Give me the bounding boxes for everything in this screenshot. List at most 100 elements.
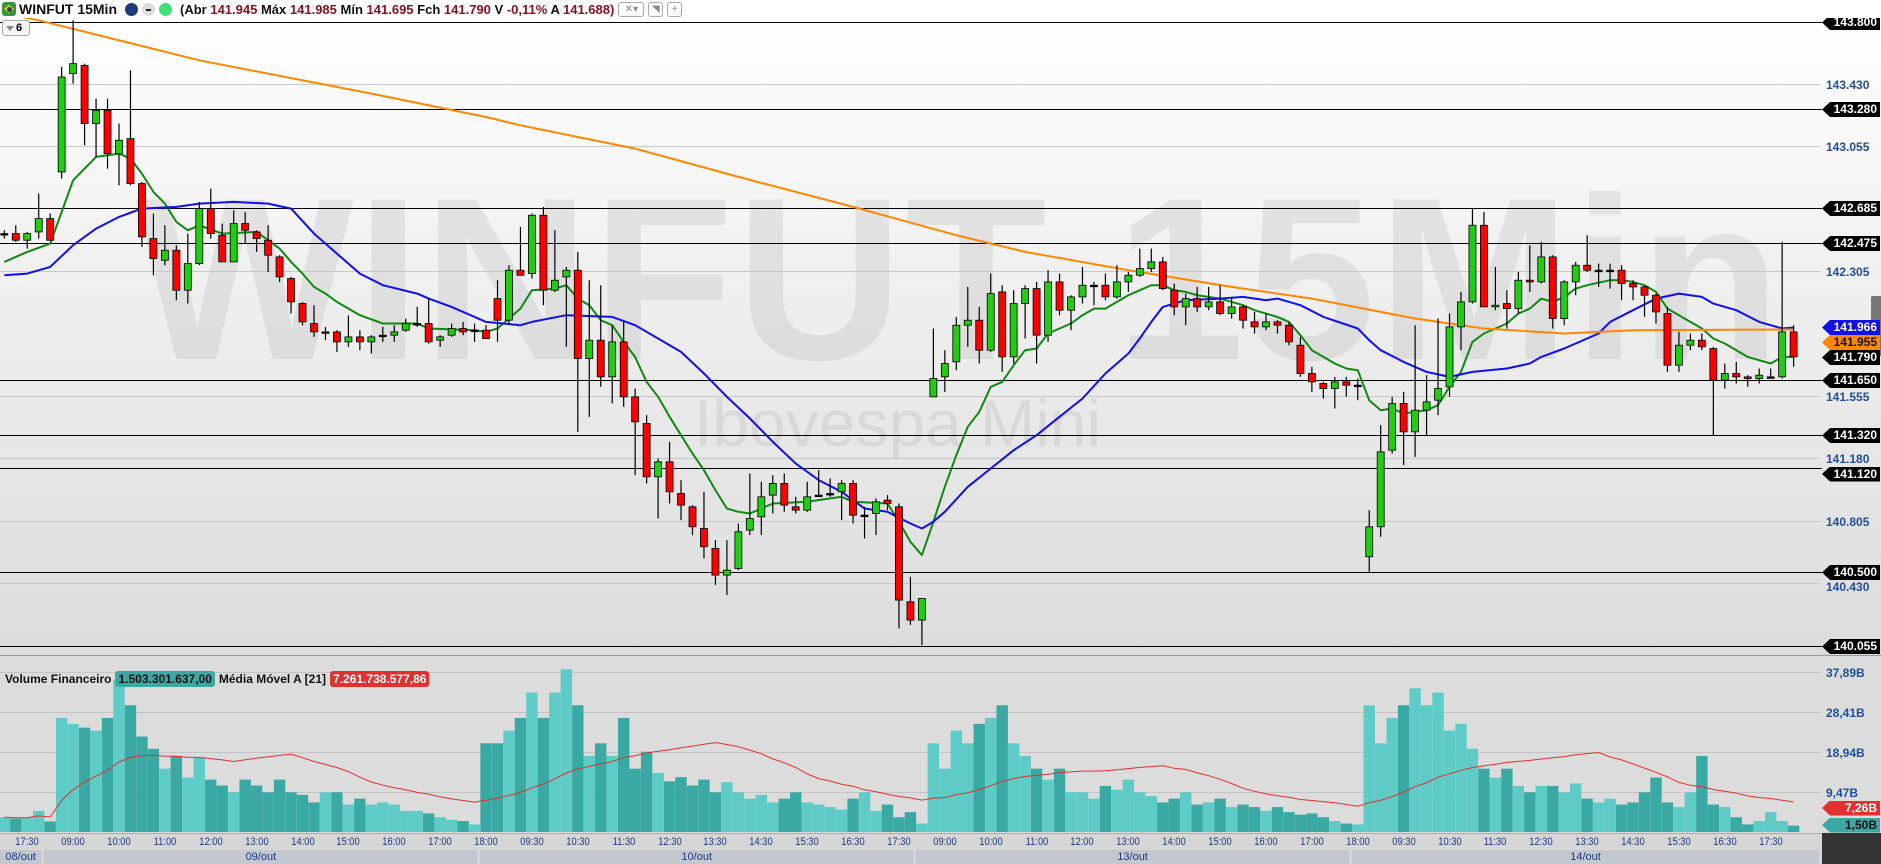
volume-value-tag: 1,50B: [1822, 817, 1880, 833]
candle-body: [1296, 344, 1305, 374]
current-value-tag: 141.790: [1822, 350, 1880, 366]
volume-bar: [1432, 692, 1444, 832]
candle-body: [688, 506, 697, 528]
date-segment[interactable]: 14/out: [1352, 850, 1822, 864]
volume-bar: [1329, 821, 1341, 832]
volume-bar: [1317, 817, 1330, 832]
volume-bar: [1168, 798, 1180, 832]
candle-body: [1732, 373, 1741, 378]
candle: [550, 230, 559, 292]
candle-body: [1525, 279, 1534, 283]
layers-button[interactable]: 6: [2, 20, 30, 36]
candle-body: [1227, 306, 1236, 314]
status-dot-icon: [159, 2, 172, 16]
volume-bar: [78, 727, 91, 832]
time-axis[interactable]: 17:30 09:00 10:00 11:00 12:00 13:00 14:00 15:00…: [0, 833, 1822, 851]
cursor-button[interactable]: ◥: [648, 1, 664, 17]
symbol-title[interactable]: WINFUT 15Min: [19, 1, 117, 17]
drawing-tools-dropdown[interactable]: ✕▾: [618, 1, 645, 17]
current-value-tag: 141.955: [1822, 335, 1880, 351]
candle-body: [1090, 284, 1098, 288]
price-level-tag[interactable]: 142.475: [1822, 236, 1880, 251]
candle-body: [172, 249, 181, 291]
candle-body: [1399, 403, 1408, 433]
candle-body: [608, 341, 617, 378]
date-segment[interactable]: 13/out: [916, 850, 1352, 864]
candle: [1720, 363, 1729, 389]
candle-body: [1112, 281, 1121, 298]
price-level-tag[interactable]: 141.320: [1822, 428, 1880, 443]
volume-bar: [1627, 802, 1639, 832]
time-tick-label: 10:30: [1437, 836, 1462, 848]
candle: [803, 481, 812, 512]
candle-body: [550, 279, 559, 291]
date-segment[interactable]: 08/out: [0, 850, 45, 864]
candle: [1548, 255, 1557, 329]
volume-bar: [1466, 748, 1479, 832]
time-tick-label: 10:00: [107, 836, 131, 848]
volume-bar: [445, 819, 458, 832]
price-level-tag[interactable]: 143.280: [1822, 102, 1880, 117]
time-tick-label: 09:30: [1391, 836, 1416, 848]
price-level-tag[interactable]: 143.800: [1822, 15, 1880, 30]
date-axis[interactable]: 08/out 09/out 10/out 13/out 14/out: [0, 850, 1822, 864]
candle: [1112, 265, 1121, 299]
candle: [1227, 298, 1236, 319]
candle-body: [1285, 324, 1293, 343]
minus-icon[interactable]: [142, 2, 155, 16]
volume-bar: [1501, 768, 1513, 832]
candle-body: [1101, 284, 1110, 298]
date-segment[interactable]: 09/out: [44, 850, 481, 864]
candle: [149, 213, 158, 276]
volume-bar: [1650, 777, 1662, 832]
candle: [986, 273, 995, 352]
volume-bar: [617, 717, 630, 832]
price-level-tag[interactable]: 142.685: [1822, 201, 1880, 216]
volume-bar: [1397, 705, 1410, 832]
candle: [218, 223, 227, 263]
volume-bar: [193, 757, 205, 832]
add-button[interactable]: +: [667, 1, 683, 17]
volume-bar: [1604, 798, 1616, 832]
volume-bar: [549, 692, 561, 832]
open-label: (Abr: [180, 1, 207, 17]
candle-body: [998, 291, 1007, 358]
candle: [493, 280, 502, 342]
candle: [1422, 375, 1431, 436]
volume-bar: [159, 768, 171, 832]
candle-body: [872, 501, 880, 514]
price-level-tag[interactable]: 141.120: [1822, 466, 1880, 482]
date-segment[interactable]: 10/out: [480, 850, 917, 864]
price-level-tag[interactable]: 141.650: [1822, 373, 1880, 388]
volume-bar: [950, 730, 963, 832]
candle-body: [1411, 409, 1420, 433]
candle: [895, 503, 903, 629]
candle: [1124, 271, 1133, 292]
time-tick-label: 11:30: [612, 836, 636, 848]
volume-bar: [939, 768, 951, 832]
candle-body: [92, 109, 100, 125]
time-tick-label: 16:00: [1254, 836, 1278, 848]
volume-bar: [1386, 717, 1398, 832]
volume-bar: [1191, 804, 1203, 832]
volume-tick-label: 37,89B: [1826, 665, 1865, 680]
candle: [700, 491, 708, 559]
volume-bar: [457, 821, 469, 832]
close-value: 141.790: [443, 1, 491, 17]
candle: [1606, 263, 1614, 289]
volume-bar: [468, 824, 481, 832]
candle-body: [895, 506, 903, 601]
volume-bar: [835, 809, 848, 832]
candle-body: [1743, 376, 1752, 379]
candle-body: [275, 256, 284, 278]
volume-ma-badge: 7.261.738.577,86: [330, 671, 430, 687]
price-level-tag[interactable]: 140.055: [1822, 639, 1880, 654]
volume-bar: [1065, 792, 1077, 832]
candle: [126, 70, 135, 186]
candle-body: [1044, 281, 1052, 336]
candle: [1537, 241, 1546, 284]
price-level-tag[interactable]: 140.500: [1822, 565, 1880, 580]
candle: [401, 318, 410, 332]
candle-body: [573, 269, 582, 359]
